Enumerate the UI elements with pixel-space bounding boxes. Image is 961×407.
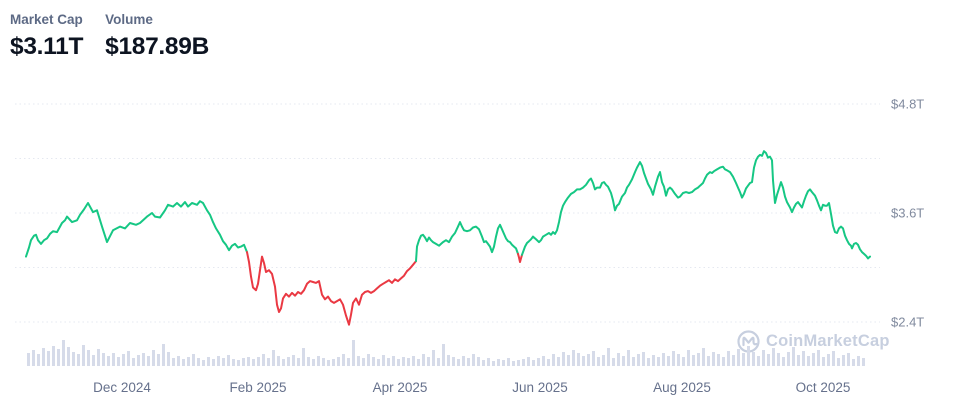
- stats-row: Market Cap $3.11T Volume $187.89B: [10, 12, 209, 61]
- x-axis-labels: Dec 2024 Feb 2025 Apr 2025 Jun 2025 Aug 2025…: [93, 380, 850, 395]
- stat-market-cap: Market Cap $3.11T: [10, 12, 83, 61]
- market-cap-value: $3.11T: [10, 33, 84, 60]
- market-cap-tab[interactable]: Market Cap: [10, 12, 83, 27]
- svg-text:$2.4T: $2.4T: [891, 314, 924, 329]
- gridlines-layer: [15, 103, 880, 323]
- svg-text:Oct 2025: Oct 2025: [796, 380, 851, 395]
- svg-text:Apr 2025: Apr 2025: [373, 380, 428, 395]
- coinmarketcap-watermark-text: CoinMarketCap: [766, 332, 890, 350]
- volume-bars-layer: [27, 340, 865, 366]
- volume-value: $187.89B: [105, 33, 209, 60]
- svg-text:$4.8T: $4.8T: [891, 97, 924, 112]
- svg-text:Feb 2025: Feb 2025: [229, 380, 286, 395]
- svg-text:$3.6T: $3.6T: [891, 205, 924, 220]
- y-axis-labels: $4.8T $3.6T $2.4T: [891, 97, 924, 330]
- stat-volume: Volume $187.89B: [105, 12, 209, 61]
- svg-text:Jun 2025: Jun 2025: [512, 380, 568, 395]
- volume-tab[interactable]: Volume: [105, 12, 209, 27]
- price-line-series: [25, 150, 871, 326]
- svg-text:Dec 2024: Dec 2024: [93, 380, 151, 395]
- svg-text:Aug 2025: Aug 2025: [653, 380, 711, 395]
